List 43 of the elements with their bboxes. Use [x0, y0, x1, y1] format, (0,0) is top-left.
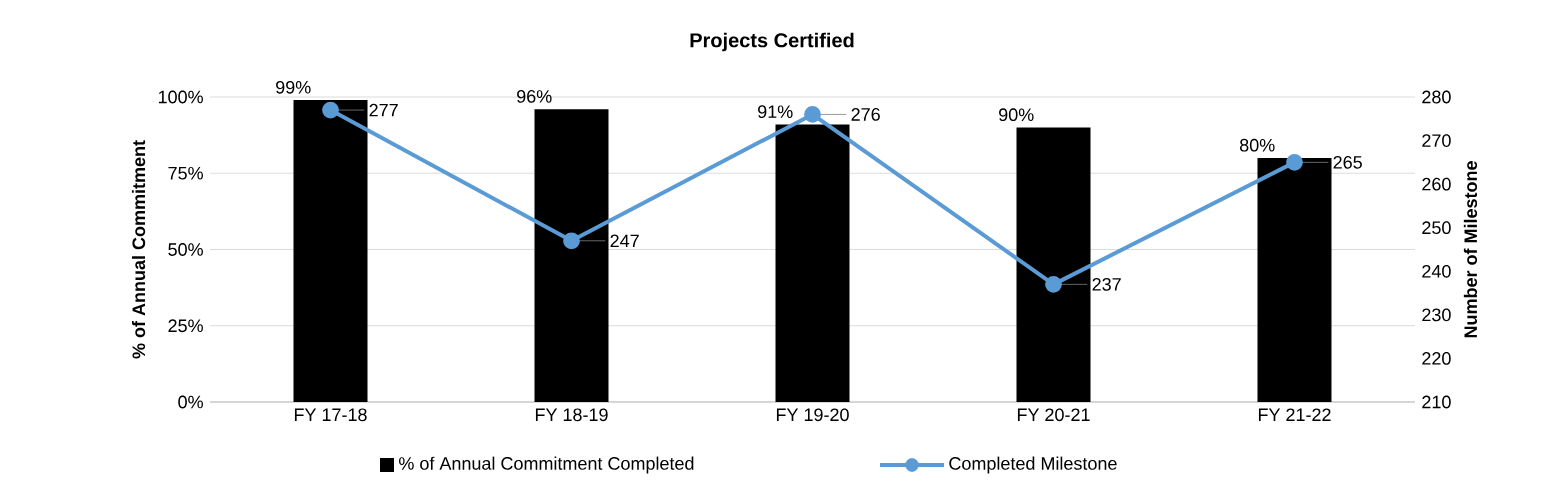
- y2-tick-label: 270: [1422, 134, 1451, 147]
- point: [804, 106, 821, 123]
- bar: [1257, 158, 1332, 402]
- data-label: 277: [369, 103, 398, 117]
- y-tick-label: 50%: [168, 243, 203, 256]
- legend-label: Completed Milestone: [949, 456, 1117, 474]
- y-tick-label: 0%: [178, 395, 203, 409]
- y2-tick-label: 250: [1422, 221, 1451, 235]
- data-label: 247: [610, 234, 639, 248]
- data-label: 99%: [276, 80, 311, 94]
- data-label: 237: [1092, 277, 1121, 291]
- point: [563, 232, 580, 250]
- y2-tick-label: 210: [1422, 395, 1451, 409]
- point: [322, 101, 339, 119]
- y2-tick-label: 240: [1422, 264, 1451, 278]
- point: [1045, 275, 1062, 293]
- bar: [534, 109, 609, 402]
- chart-title: Projects Certified: [690, 32, 854, 52]
- data-label: 91%: [758, 105, 793, 119]
- data-label: 276: [851, 108, 880, 121]
- y2-tick-label: 230: [1422, 308, 1451, 322]
- y-tick-label: 75%: [168, 166, 203, 180]
- data-label: 96%: [517, 90, 552, 103]
- y-axis-title: % of Annual Commitment: [131, 140, 146, 359]
- x-tick-label: FY 17-18: [294, 408, 367, 422]
- point: [1286, 153, 1303, 171]
- y2-tick-label: 280: [1422, 90, 1451, 104]
- y-tick-label: 100%: [158, 90, 203, 104]
- x-tick-label: FY 18-19: [535, 408, 608, 422]
- y2-tick-label: 220: [1422, 352, 1451, 365]
- bar: [1016, 127, 1091, 402]
- y2-tick-label: 260: [1422, 177, 1451, 191]
- bar: [293, 100, 368, 402]
- data-label: 90%: [999, 108, 1034, 122]
- bar: [775, 124, 850, 402]
- y2-axis-title: Number of Milestone: [1463, 161, 1478, 338]
- x-tick-label: FY 19-20: [776, 408, 849, 422]
- data-label: 265: [1333, 155, 1362, 169]
- x-tick-label: FY 20-21: [1017, 408, 1090, 422]
- legend-label: % of Annual Commitment Completed: [399, 456, 694, 474]
- data-label: 80%: [1239, 138, 1275, 152]
- y-tick-label: 25%: [168, 319, 203, 333]
- x-tick-label: FY 21-22: [1258, 408, 1331, 421]
